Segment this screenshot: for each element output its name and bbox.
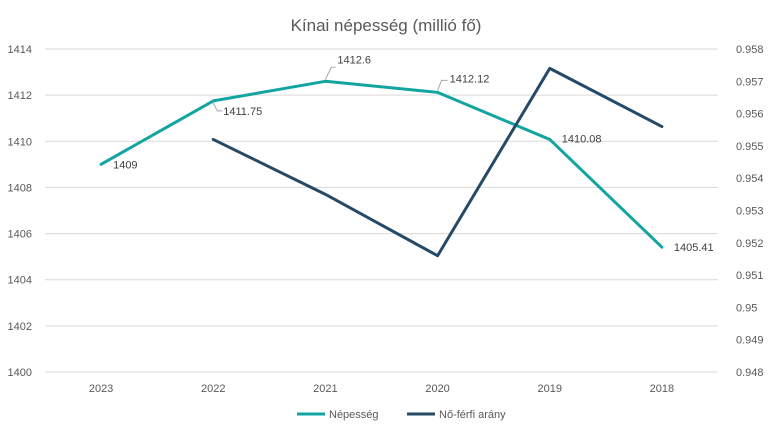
legend: Népesség Nő-férfi arány [297,409,506,421]
label-leader-line [437,79,448,91]
left-tick-label: 1412 [8,90,32,102]
series-lines [99,66,664,258]
legend-label: Nő-férfi arány [439,409,506,421]
data-label: 1410.08 [562,133,602,145]
x-axis-ticks: 2023 2022 2021 2020 2019 2018 [89,383,674,395]
right-tick-label: 0.95 [736,302,757,314]
label-leader-line [212,102,223,112]
data-label: 1405.41 [674,242,714,254]
right-tick-label: 0.958 [736,44,764,56]
left-tick-label: 1406 [8,229,32,241]
legend-label: Népesség [329,409,379,421]
x-tick-label: 2022 [201,383,225,395]
left-tick-label: 1408 [8,182,32,194]
right-axis-ticks: 0.948 0.949 0.95 0.951 0.952 0.953 0.954 0.955 0… [736,44,764,379]
left-tick-label: 1414 [8,44,32,56]
right-tick-label: 0.951 [736,270,764,282]
right-tick-label: 0.952 [736,238,764,250]
x-tick-label: 2018 [650,383,674,395]
data-label: 1409 [113,159,137,171]
right-tick-label: 0.949 [736,335,764,347]
data-label: 1412.12 [450,73,490,85]
series-line-nepesseg [99,79,664,249]
gridlines [45,48,718,373]
label-leader-line [324,66,336,80]
left-axis-ticks: 1400 1402 1404 1406 1408 1410 1412 1414 [8,44,32,379]
x-tick-label: 2023 [89,383,113,395]
data-labels: 1409 1411.75 1412.6 1412.12 1410.08 1405.41 [113,54,714,254]
x-tick-label: 2019 [538,383,562,395]
left-tick-label: 1404 [8,275,32,287]
x-tick-label: 2020 [425,383,449,395]
right-tick-label: 0.955 [736,141,764,153]
right-tick-label: 0.956 [736,109,764,121]
data-label: 1412.6 [337,54,371,66]
series-line-no-ferfi-arany [211,66,664,258]
x-tick-label: 2021 [313,383,337,395]
right-tick-label: 0.957 [736,76,764,88]
left-tick-label: 1402 [8,321,32,333]
data-label: 1411.75 [223,106,262,118]
left-tick-label: 1400 [8,367,32,379]
right-tick-label: 0.948 [736,367,764,379]
chart-title: Kínai népesség (millió fő) [291,16,482,35]
right-tick-label: 0.954 [736,173,764,185]
left-tick-label: 1410 [8,136,32,148]
right-tick-label: 0.953 [736,206,764,218]
